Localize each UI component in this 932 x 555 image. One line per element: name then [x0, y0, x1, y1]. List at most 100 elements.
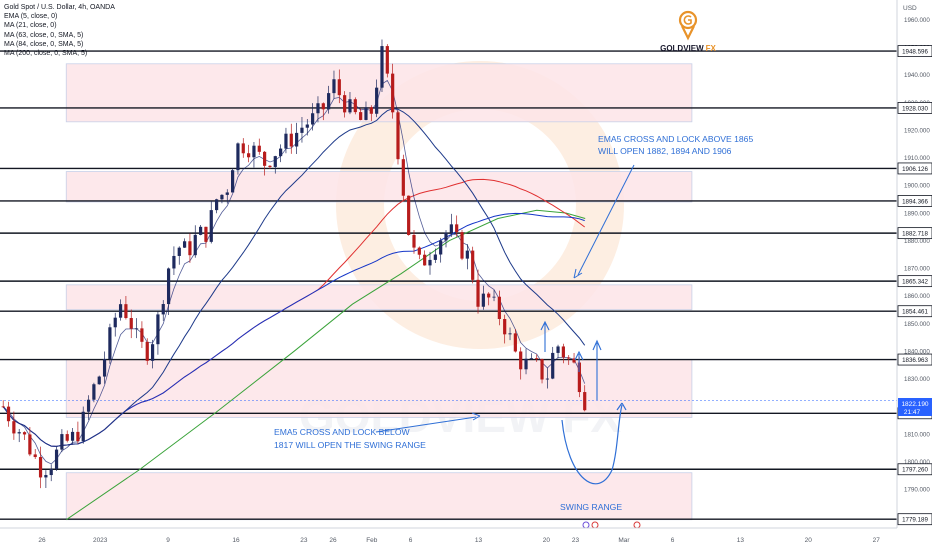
- currency-label: USD: [903, 5, 917, 12]
- projection-arrow-3: [592, 339, 602, 400]
- candle-body: [198, 226, 203, 235]
- price-tick-label: 1830.000: [904, 376, 930, 383]
- ema5-line: [2, 79, 586, 465]
- candle-body: [161, 304, 165, 315]
- candle-body: [38, 457, 43, 478]
- candle-body: [471, 250, 475, 280]
- level-tag-label: 1894.366: [902, 198, 928, 205]
- candle-body: [295, 132, 299, 147]
- candle-body: [140, 328, 144, 342]
- candle-body: [76, 431, 80, 442]
- level-tag-label: 1906.126: [902, 166, 928, 173]
- candle-body: [508, 333, 512, 335]
- candle-body: [241, 143, 245, 154]
- time-tick-label: 6: [409, 537, 413, 544]
- candle-body: [247, 153, 251, 158]
- candle-body: [193, 234, 197, 256]
- level-tag-box: [897, 227, 932, 240]
- candle-body: [65, 434, 69, 441]
- level-tag-box: [897, 513, 932, 526]
- candle-body: [396, 112, 400, 160]
- candle-body: [108, 327, 112, 360]
- moving-averages-layer: [0, 79, 897, 521]
- candle-body: [391, 73, 395, 113]
- price-tick-label: 1810.000: [904, 431, 930, 438]
- time-tick-label: 9: [166, 537, 170, 544]
- time-tick-label: 27: [873, 537, 881, 544]
- chart-legend: Gold Spot / U.S. Dollar, 4h, OANDA EMA (…: [4, 3, 115, 58]
- candle-body: [305, 124, 309, 128]
- current-price-value: 1822.190: [901, 401, 928, 408]
- candle-body: [444, 232, 448, 241]
- candle-body: [359, 112, 363, 120]
- price-tick-label: 1900.000: [904, 183, 930, 190]
- event-icon-3[interactable]: [633, 521, 641, 529]
- candle-body: [513, 333, 517, 352]
- candle-body: [86, 399, 91, 412]
- event-icon-1[interactable]: [582, 521, 590, 529]
- level-tag-label: 1882.718: [902, 231, 928, 238]
- candle-body: [583, 392, 587, 411]
- candle-body: [433, 254, 437, 260]
- lower-annotation-line-1: EMA5 CROSS AND LOCK BELOW: [274, 427, 411, 437]
- candle-body: [92, 384, 96, 400]
- time-axis[interactable]: 26 2023 9 16 23 26 Feb 6 13 20 23 Mar 6 13 20 27: [38, 537, 880, 544]
- level-tag-box: [897, 305, 932, 318]
- swing-range-arrowhead: [616, 402, 627, 411]
- level-tag-box: [897, 463, 932, 476]
- price-tick-label: 1840.000: [904, 348, 930, 355]
- candle-body: [465, 250, 469, 259]
- zones-layer: [65, 63, 693, 521]
- candle-body: [44, 475, 48, 478]
- event-icons: [582, 521, 641, 529]
- lower-annotation-line-2: 1817 WILL OPEN THE SWING RANGE: [274, 440, 426, 450]
- swing-range-curve: [561, 404, 623, 485]
- logo-word-1: GOLDVIEW: [660, 44, 704, 53]
- legend-symbol-title: Gold Spot / U.S. Dollar, 4h, OANDA: [4, 4, 115, 11]
- candle-body: [412, 234, 416, 248]
- lower-annotation-arrow: [375, 416, 477, 433]
- candle-body: [215, 199, 219, 211]
- price-tick-label: 1940.000: [904, 72, 930, 79]
- candle-body: [524, 358, 528, 370]
- time-tick-label: 26: [329, 537, 337, 544]
- candles-layer: [1, 39, 587, 489]
- candle-body: [225, 192, 229, 195]
- level-tag-label: 1779.189: [902, 517, 928, 524]
- time-tick-label: 6: [671, 537, 675, 544]
- ma200-line: [66, 209, 586, 521]
- candle-body: [561, 346, 565, 358]
- level-tag-box: [897, 275, 932, 288]
- price-axis-background: [897, 0, 932, 550]
- candle-body: [209, 210, 213, 242]
- price-tick-label: 1860.000: [904, 293, 930, 300]
- price-tick-label: 1800.000: [904, 459, 930, 466]
- candle-body: [327, 93, 331, 110]
- legend-ma200: MA (200, close, 0, SMA, 5): [4, 50, 88, 58]
- candle-body: [407, 195, 411, 235]
- candle-body: [545, 378, 549, 380]
- candle-body: [33, 454, 37, 458]
- logo-pin-tip-icon: [681, 25, 695, 41]
- level-tag-label: 1854.461: [902, 309, 928, 316]
- price-tick-label: 1790.000: [904, 487, 930, 494]
- time-tick-label: 23: [300, 537, 308, 544]
- candle-body: [81, 411, 85, 442]
- upper-annotation-arrow: [577, 164, 635, 276]
- candle-body: [348, 99, 352, 113]
- level-tag-label: 1948.596: [902, 48, 928, 55]
- candle-body: [369, 107, 373, 114]
- candle-body: [257, 145, 261, 152]
- candle-body: [129, 318, 133, 329]
- candle-body: [166, 268, 171, 305]
- event-icon-2[interactable]: [591, 521, 599, 529]
- projection-arrow-1: [540, 320, 550, 352]
- candle-body: [182, 241, 187, 248]
- zone-box: [65, 284, 693, 311]
- candle-body: [60, 434, 64, 450]
- price-tick-label: 1890.000: [904, 210, 930, 217]
- candle-body: [487, 293, 491, 298]
- candle-body: [70, 431, 75, 441]
- candle-body: [332, 79, 336, 94]
